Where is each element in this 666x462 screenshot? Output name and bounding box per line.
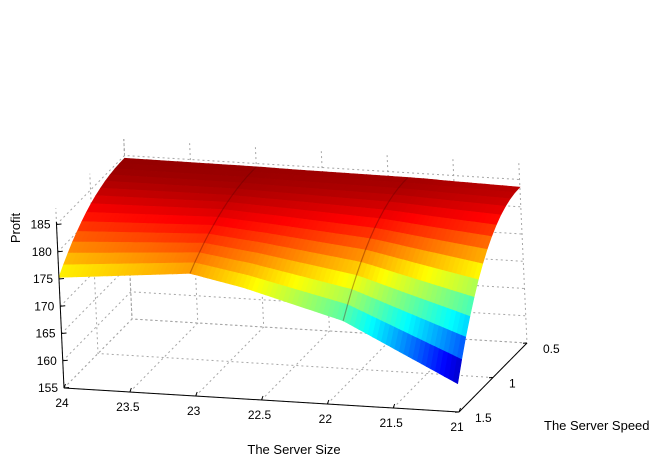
x-tick-label: 23.5 — [116, 400, 140, 414]
x-tick-mark — [392, 403, 396, 409]
x-tick-mark — [63, 383, 66, 389]
x-tick-label: 21.5 — [379, 416, 403, 430]
x-tick-label: 24 — [55, 396, 69, 410]
x-tick-label: 22 — [319, 412, 333, 426]
z-tick-mark — [57, 250, 63, 253]
x-tick-label: 23 — [187, 404, 201, 418]
x-tick-mark — [129, 387, 132, 393]
z-tick-mark — [58, 278, 65, 280]
y-tick-label: 1 — [509, 377, 516, 391]
z-tick-label: 165 — [35, 327, 55, 341]
x-tick-label: 21 — [450, 420, 464, 434]
x-tick-label: 22.5 — [248, 408, 272, 422]
x-axis-label: The Server Size — [247, 442, 340, 457]
z-tick-label: 180 — [32, 245, 52, 259]
axes — [55, 221, 528, 413]
x-tick-mark — [195, 391, 198, 397]
z-axis-line — [55, 221, 65, 389]
z-tick-label: 155 — [38, 381, 58, 395]
x-tick-mark — [458, 407, 461, 413]
z-tick-mark — [63, 387, 70, 389]
surface — [58, 157, 521, 385]
z-axis-label: Profit — [8, 212, 23, 243]
x-tick-mark — [326, 399, 330, 405]
z-tick-label: 185 — [30, 218, 50, 232]
z-tick-mark — [62, 359, 68, 362]
y-tick-label: 0.5 — [543, 342, 560, 356]
surface-ridge — [189, 166, 257, 274]
surface-patch — [452, 356, 463, 385]
surface-ridge — [342, 177, 409, 321]
tick-labels: 155 160 165 170 175 180 185 24 23.5 23 22.5 22 21.5 2… — [30, 218, 560, 435]
x-tick-mark — [261, 395, 264, 401]
z-tick-mark — [60, 305, 66, 307]
z-tick-label: 160 — [37, 354, 57, 368]
y-tick-label: 1.5 — [475, 411, 492, 425]
z-tick-mark — [61, 332, 67, 334]
z-tick-label: 170 — [34, 299, 54, 313]
z-tick-label: 175 — [33, 272, 53, 286]
z-tick-mark — [56, 223, 62, 225]
y-axis-label: The Server Speed — [544, 418, 650, 433]
